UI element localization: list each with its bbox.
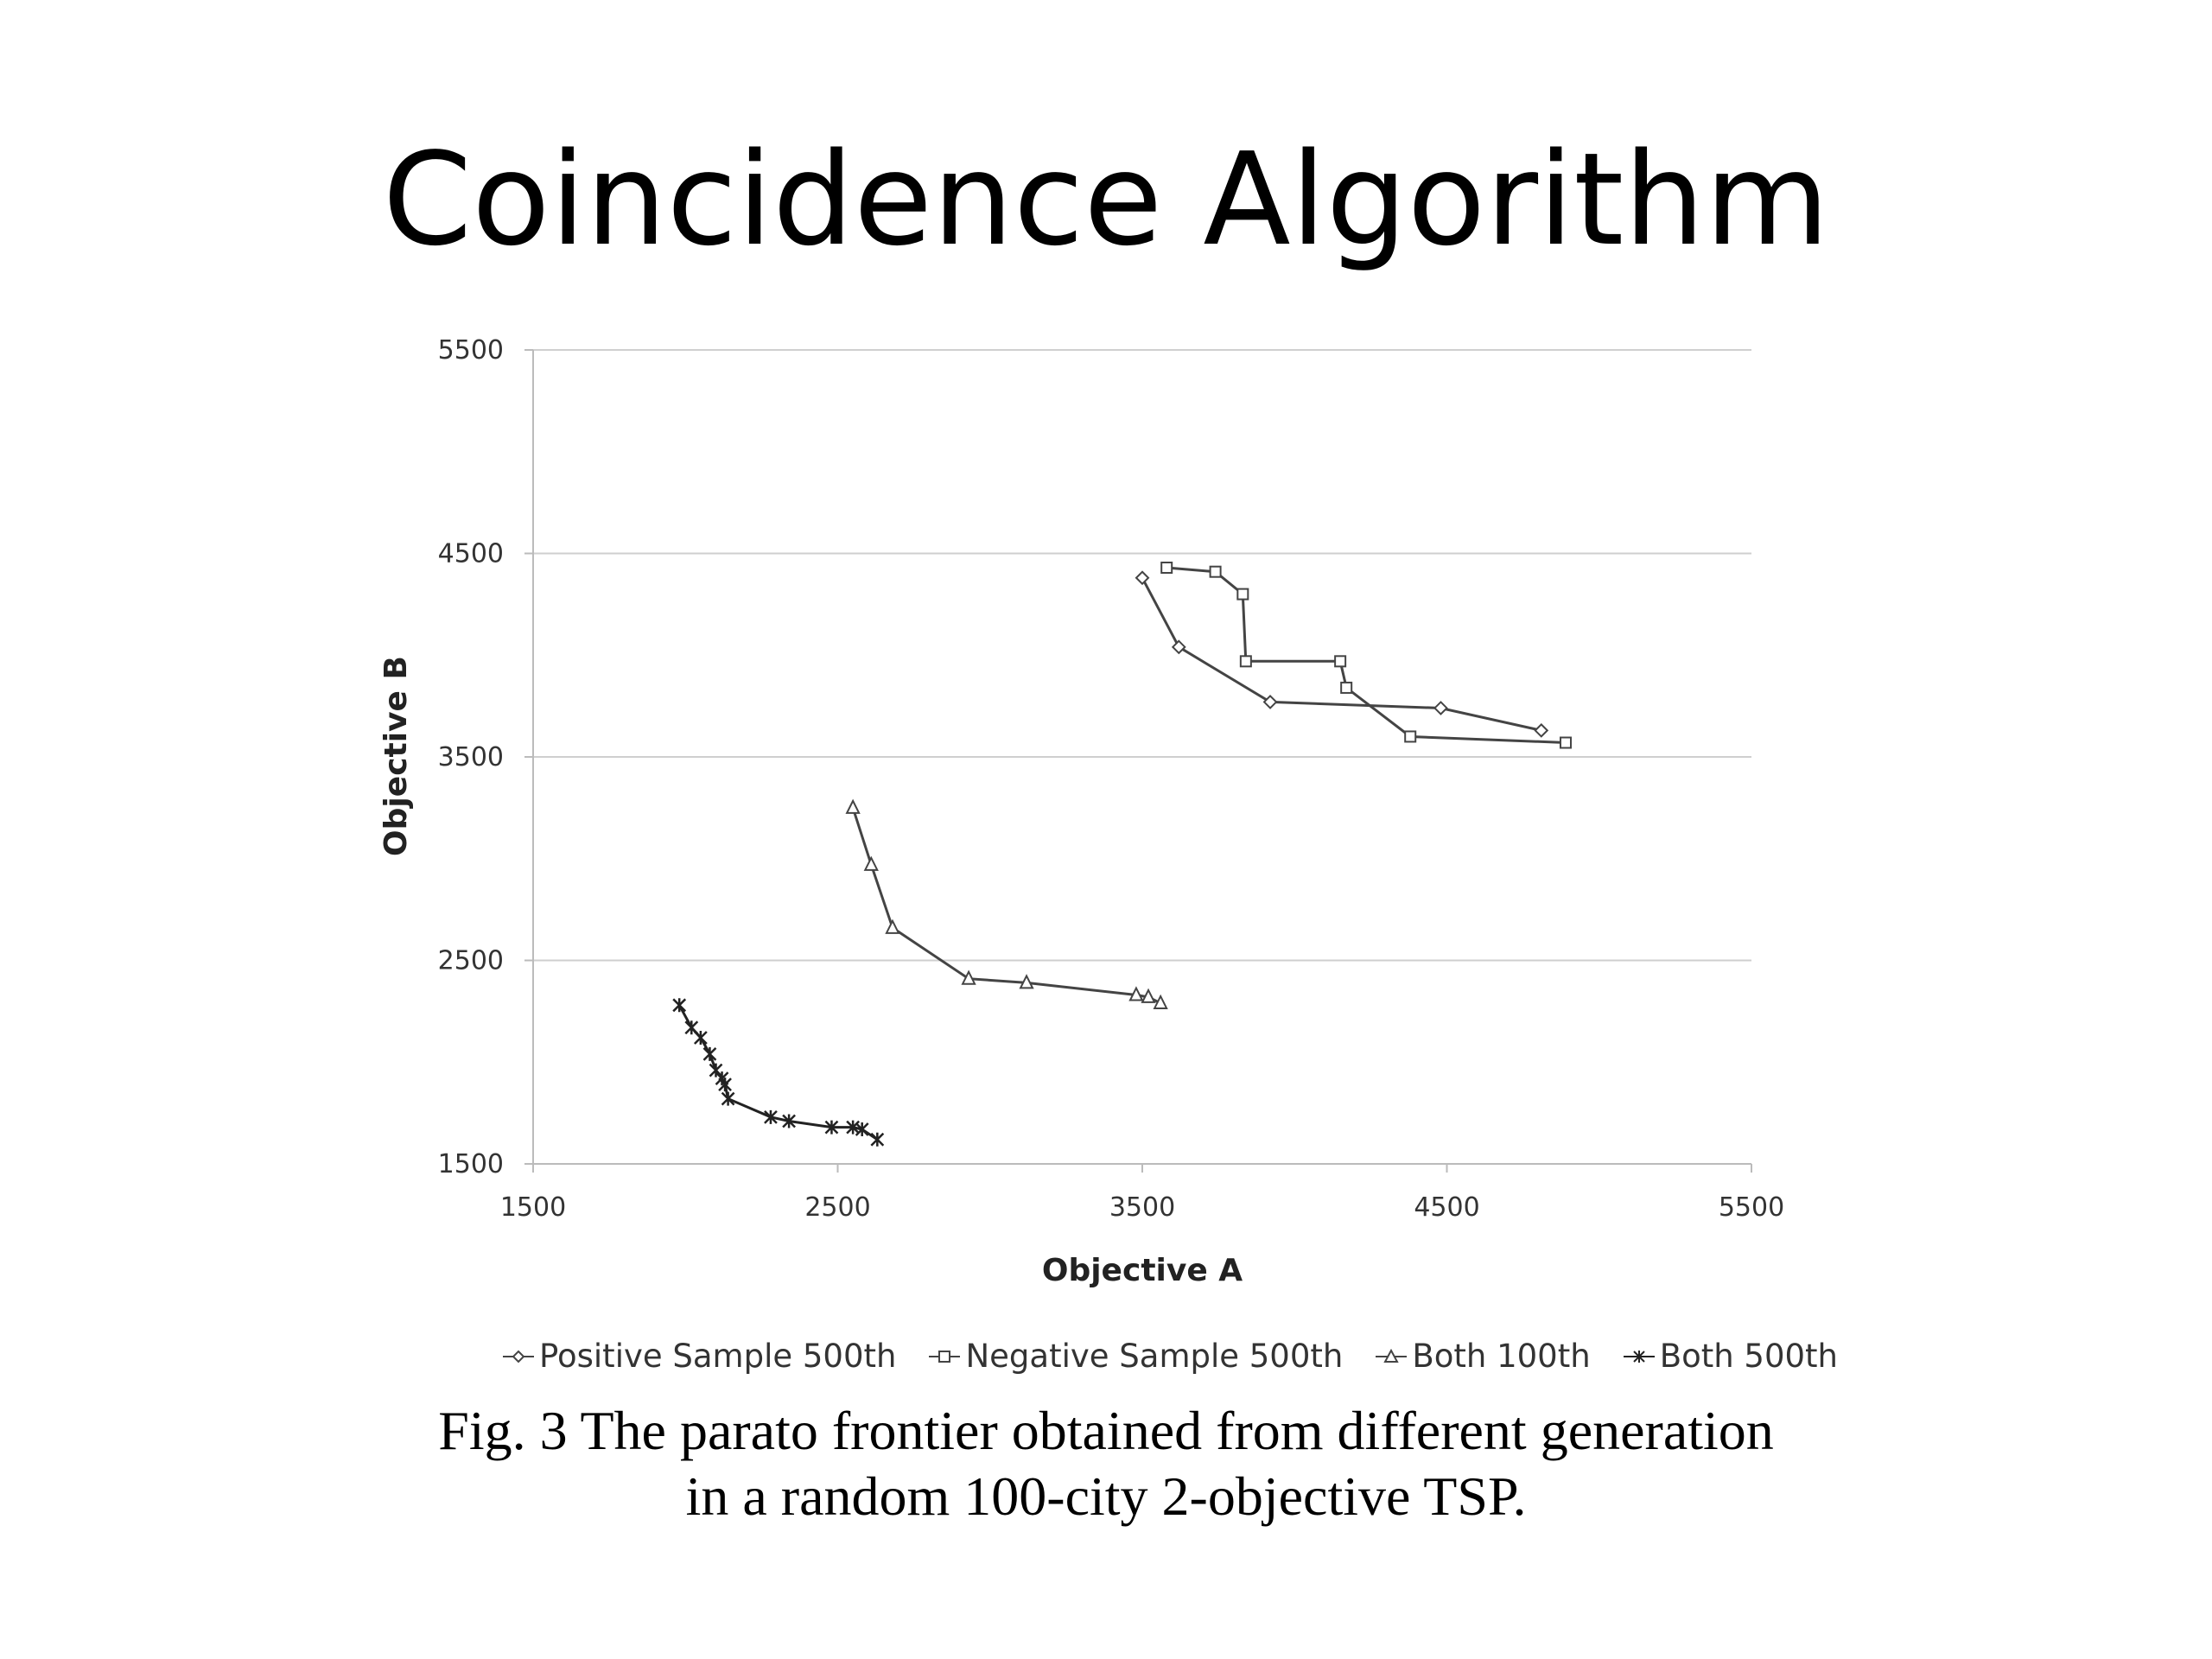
gridlines	[533, 349, 1751, 1165]
x-tick-label: 4500	[1414, 1192, 1479, 1223]
square-marker-icon	[929, 1350, 961, 1363]
star-marker-icon	[1623, 1350, 1655, 1363]
y-tick-label: 2500	[438, 946, 504, 976]
data-point	[718, 1077, 732, 1092]
data-point	[1171, 639, 1186, 655]
legend-label-positive: Positive Sample 500th	[539, 1338, 897, 1375]
series-1	[1160, 561, 1572, 749]
diamond-marker-icon	[503, 1350, 534, 1363]
y-tick-label: 1500	[438, 1149, 504, 1179]
data-point	[1559, 736, 1572, 749]
data-point	[1340, 681, 1353, 694]
series-line	[851, 807, 1161, 1005]
caption-line-2: in a random 100-city 2-objective TSP.	[685, 1465, 1527, 1527]
legend-label-both-100: Both 100th	[1412, 1338, 1591, 1375]
axes	[524, 349, 1752, 1173]
data-point	[961, 969, 976, 985]
data-point	[870, 1132, 885, 1147]
y-tick-label: 4500	[438, 539, 504, 569]
data-point	[1534, 722, 1549, 738]
y-axis-title: Objective B	[378, 656, 414, 856]
data-point	[855, 1122, 869, 1136]
data-point	[824, 1120, 839, 1135]
data-point	[782, 1114, 796, 1128]
data-point	[1019, 974, 1034, 989]
data-point	[1160, 561, 1173, 574]
x-axis-title: Objective A	[1042, 1253, 1243, 1288]
data-point	[693, 1030, 708, 1045]
series-line	[1166, 566, 1567, 744]
data-point	[1236, 588, 1249, 601]
y-tick-labels: 1500 2500 3500 4500 5500	[438, 335, 504, 1179]
slide-title: Coincidence Algorithm	[382, 125, 1830, 274]
data-point	[1209, 565, 1222, 578]
legend-item-negative: Negative Sample 500th	[927, 1338, 1343, 1375]
data-point	[1135, 570, 1150, 586]
data-point	[1433, 701, 1448, 715]
triangle-marker-icon	[1376, 1348, 1408, 1363]
x-tick-label: 3500	[1109, 1192, 1175, 1223]
data-point	[1153, 994, 1168, 1009]
figure-caption: Fig. 3 The parato frontier obtained from…	[0, 1398, 2212, 1529]
legend-item-both-500: Both 500th	[1622, 1338, 1838, 1375]
data-point	[1262, 695, 1278, 709]
data-point	[845, 798, 861, 814]
x-tick-labels: 1500 2500 3500 4500 5500	[500, 1192, 1784, 1223]
data-point	[1334, 655, 1347, 668]
x-tick-label: 2500	[804, 1192, 870, 1223]
data-point	[1239, 655, 1252, 668]
y-tick-label: 5500	[438, 335, 504, 365]
data-point	[1128, 986, 1144, 1001]
data-point	[764, 1109, 778, 1124]
y-tick-label: 3500	[438, 742, 504, 772]
x-tick-label: 1500	[500, 1192, 566, 1223]
data-point	[709, 1063, 723, 1077]
series-2	[845, 798, 1168, 1009]
data-point	[885, 918, 900, 934]
caption-line-1: Fig. 3 The parato frontier obtained from…	[438, 1400, 1774, 1461]
data-point	[863, 855, 879, 871]
legend: Positive Sample 500th Negative Sample 50…	[501, 1338, 1838, 1375]
data-point	[702, 1046, 717, 1061]
series-lines	[672, 561, 1572, 1147]
series-line	[677, 1004, 879, 1141]
series-3	[672, 998, 885, 1147]
data-point	[1141, 988, 1156, 1003]
data-point	[672, 998, 687, 1013]
series-0	[1135, 570, 1549, 738]
x-tick-label: 5500	[1719, 1192, 1784, 1223]
pareto-chart: 1500 2500 3500 4500 5500 1500 2500 3500 4500 550…	[378, 335, 1784, 1288]
legend-label-both-500: Both 500th	[1659, 1338, 1839, 1375]
data-point	[1404, 730, 1417, 743]
legend-item-both-100: Both 100th	[1374, 1338, 1591, 1375]
data-point	[721, 1091, 735, 1106]
legend-label-negative: Negative Sample 500th	[965, 1338, 1344, 1375]
series-line	[1141, 577, 1542, 732]
legend-item-positive: Positive Sample 500th	[501, 1338, 896, 1375]
